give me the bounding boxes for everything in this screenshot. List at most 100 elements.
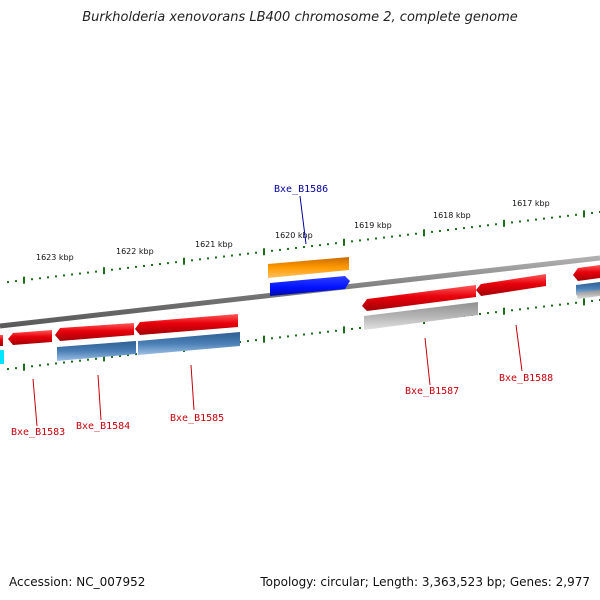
minor-tick [479, 225, 481, 228]
major-tick [423, 229, 425, 237]
minor-tick [479, 313, 481, 315]
cds-b1587-bar[interactable] [364, 302, 478, 330]
minor-tick [335, 242, 337, 245]
minor-tick [143, 264, 145, 267]
gene-b1585-arrow[interactable] [135, 314, 238, 335]
minor-tick [471, 226, 473, 229]
cds-b1585-bar[interactable] [138, 332, 240, 355]
gene-label-b1588[interactable]: Bxe_B1588 [499, 373, 553, 384]
minor-tick [559, 303, 561, 306]
minor-tick [295, 246, 297, 249]
leader-b1583 [32, 378, 38, 427]
major-tick [583, 298, 585, 306]
leader-b1585 [190, 364, 195, 411]
minor-tick [527, 307, 529, 310]
minor-tick [303, 333, 305, 336]
minor-tick [135, 353, 137, 356]
gene-b1586-orange-bar[interactable] [268, 257, 349, 278]
minor-tick [127, 354, 129, 357]
gene-label-b1586[interactable]: Bxe_B1586 [274, 184, 328, 195]
minor-tick [567, 214, 569, 217]
minor-tick [431, 230, 433, 233]
minor-tick [271, 337, 273, 340]
minor-tick [407, 233, 409, 236]
minor-tick [223, 255, 225, 258]
minor-tick [319, 331, 321, 334]
minor-tick [151, 264, 153, 267]
minor-tick [95, 270, 97, 273]
minor-tick [15, 280, 17, 283]
kbp-tick-1617: 1617 kbp [512, 199, 550, 208]
gene-b1586-features[interactable] [268, 257, 350, 296]
minor-tick [55, 362, 57, 365]
gene-b1588-arrow[interactable] [476, 274, 546, 296]
minor-tick [319, 244, 321, 247]
gene-partial-right-arrow[interactable] [573, 265, 600, 281]
topology-text: Topology: circular; Length: 3,363,523 bp… [260, 575, 590, 589]
gene-b1587-arrow[interactable] [362, 285, 476, 311]
minor-tick [519, 220, 521, 223]
major-tick [503, 219, 505, 227]
minor-tick [215, 256, 217, 259]
minor-tick [375, 237, 377, 240]
major-tick [263, 335, 265, 343]
minor-tick [39, 364, 41, 367]
minor-tick [535, 306, 537, 309]
minor-tick [247, 252, 249, 255]
minor-tick [279, 336, 281, 339]
kbp-tick-1623: 1623 kbp [36, 253, 74, 262]
minor-tick [535, 218, 537, 221]
minor-tick [31, 278, 33, 281]
cds-b1584-bar[interactable] [57, 341, 136, 361]
minor-tick [519, 308, 521, 311]
gene-label-b1584[interactable]: Bxe_B1584 [76, 421, 130, 432]
minor-tick [175, 261, 177, 264]
major-tick [503, 307, 505, 315]
minor-tick [135, 265, 137, 268]
gene-b1584-arrow[interactable] [55, 323, 134, 341]
gene-b1583-arrow[interactable] [0, 335, 3, 346]
leader-b1586 [299, 195, 307, 245]
major-tick [343, 238, 345, 246]
minor-tick [119, 355, 121, 357]
gene-label-b1583[interactable]: Bxe_B1583 [11, 427, 65, 438]
cds-features[interactable] [0, 282, 600, 364]
minor-tick [543, 217, 545, 220]
minor-tick [95, 357, 97, 360]
minor-tick [495, 311, 497, 314]
cds-partial-cyan[interactable] [0, 350, 4, 364]
kbp-tick-1622: 1622 kbp [116, 247, 154, 256]
minor-tick [55, 275, 57, 278]
kbp-tick-1618: 1618 kbp [433, 211, 471, 220]
minor-tick [439, 229, 441, 232]
gene-label-b1587[interactable]: Bxe_B1587 [405, 386, 459, 397]
major-tick [183, 257, 185, 265]
kbp-tick-1619: 1619 kbp [354, 221, 392, 230]
minor-tick [295, 334, 297, 337]
minor-tick [367, 238, 369, 241]
major-tick [23, 276, 25, 284]
gene-b1586-blue-arrow[interactable] [270, 276, 350, 296]
gene-b1583b-arrow[interactable] [8, 330, 52, 345]
minor-tick [287, 335, 289, 338]
minor-tick [575, 301, 577, 304]
minor-tick [543, 305, 545, 308]
gene-features-strand-a[interactable] [0, 265, 600, 346]
minor-tick [327, 243, 329, 246]
map-title: Burkholderia xenovorans LB400 chromosome… [82, 10, 518, 25]
gene-label-b1585[interactable]: Bxe_B1585 [170, 413, 224, 424]
label-leaders [32, 195, 523, 427]
minor-tick [231, 254, 233, 257]
minor-tick [335, 329, 337, 332]
minor-tick [551, 304, 553, 307]
minor-tick [391, 235, 393, 238]
minor-tick [71, 360, 73, 363]
accession-text: Accession: NC_007952 [9, 575, 146, 589]
minor-tick [383, 236, 385, 239]
minor-tick [255, 251, 257, 254]
minor-tick [527, 219, 529, 222]
cds-partial-right-gray[interactable] [576, 290, 600, 299]
kbp-tick-1620: 1620 kbp [275, 231, 313, 240]
